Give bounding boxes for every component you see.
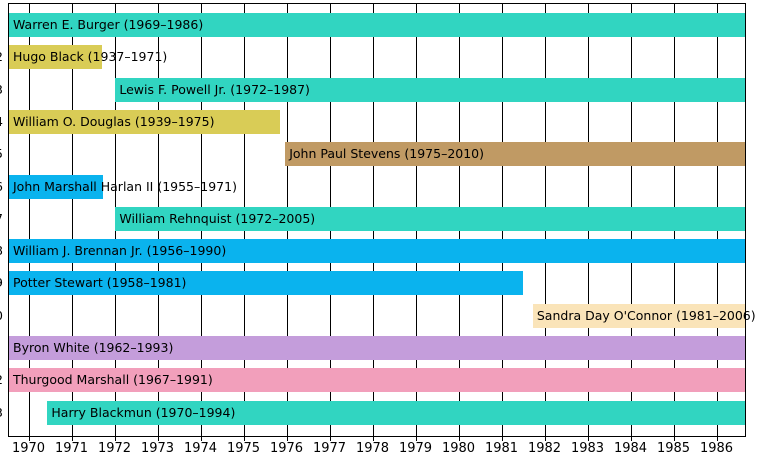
bar-label: Hugo Black (1937–1971) [13, 49, 168, 65]
x-tick-label: 1974 [183, 441, 218, 456]
x-tick-label: 1978 [355, 441, 390, 456]
x-tick [200, 437, 202, 441]
x-tick-label: 1970 [11, 441, 46, 456]
y-tick-label-fragment: 2 [0, 49, 4, 65]
x-tick-label: 1977 [312, 441, 347, 456]
year-gridline [71, 4, 73, 436]
bar-label: Warren E. Burger (1969–1986) [13, 17, 204, 32]
tenure-bar: John Paul Stevens (1975–2010) [285, 142, 745, 167]
y-tick-digit: 8 [0, 243, 3, 259]
y-tick-label-fragment: 7 [0, 211, 4, 227]
bar-label: William J. Brennan Jr. (1956–1990) [13, 243, 227, 259]
year-gridline [114, 4, 116, 436]
y-tick-digit: 0 [0, 308, 3, 324]
plot-area: Warren E. Burger (1969–1986) Hugo Black (… [8, 3, 756, 437]
y-tick-digit: 5 [0, 146, 3, 162]
bar-label: John Marshall Harlan II (1955–1971) [13, 178, 237, 194]
tenure-bar: William O. Douglas (1939–1975) [9, 109, 281, 134]
tenure-bar: Sandra Day O'Connor (1981–2006) [532, 303, 756, 328]
y-tick-digit: 4 [0, 114, 3, 130]
x-tick-label: 1983 [570, 441, 605, 456]
y-tick-label-fragment: 0 [0, 308, 4, 324]
x-tick-label: 1980 [441, 441, 476, 456]
x-tick [329, 437, 331, 441]
x-tick-label: 1986 [699, 441, 734, 456]
y-tick-digit: 3 [0, 82, 3, 98]
x-tick-label: 1975 [226, 441, 261, 456]
tenure-bar: Byron White (1962–1993) [9, 336, 745, 360]
x-tick [501, 437, 503, 441]
x-tick [587, 437, 589, 441]
bar-label: Byron White (1962–1993) [13, 340, 174, 355]
x-tick [286, 437, 288, 441]
x-tick [716, 437, 718, 441]
y-tick-digit: 2 [0, 49, 3, 65]
bar-label: William Rehnquist (1972–2005) [119, 210, 316, 226]
tenure-bar: John Marshall Harlan II (1955–1971) [9, 174, 237, 199]
y-tick-label-fragment: 9 [0, 275, 4, 291]
tenure-bar: William Rehnquist (1972–2005) [115, 206, 745, 231]
y-tick-digit: 3 [0, 405, 3, 421]
tenure-bar: Hugo Black (1937–1971) [9, 45, 167, 70]
x-tick-label: 1973 [140, 441, 175, 456]
y-tick-label-fragment: 3 [0, 405, 4, 421]
bar-label: Lewis F. Powell Jr. (1972–1987) [119, 81, 310, 97]
tenure-bar: Potter Stewart (1958–1981) [9, 271, 523, 296]
x-tick [673, 437, 675, 441]
x-tick-label: 1971 [54, 441, 89, 456]
x-tick-label: 1984 [613, 441, 648, 456]
x-tick-label: 1981 [484, 441, 519, 456]
x-tick [544, 437, 546, 441]
x-tick [71, 437, 73, 441]
bar-label: William O. Douglas (1939–1975) [13, 113, 215, 129]
x-tick-label: 1972 [97, 441, 132, 456]
y-tick-label-fragment: 3 [0, 82, 4, 98]
y-tick-label-fragment: 6 [0, 179, 4, 195]
y-tick-digit: 7 [0, 211, 3, 227]
y-tick-label-fragment: 2 [0, 372, 4, 388]
bar-label: John Paul Stevens (1975–2010) [289, 146, 485, 162]
bar-label: Potter Stewart (1958–1981) [13, 275, 187, 291]
x-tick [28, 437, 30, 441]
x-tick-label: 1982 [527, 441, 562, 456]
x-tick [157, 437, 159, 441]
bar-label: Harry Blackmun (1970–1994) [51, 404, 236, 420]
y-tick-digit: 6 [0, 179, 3, 195]
tenure-bar: Thurgood Marshall (1967–1991) [9, 368, 745, 393]
y-tick-label-fragment: 5 [0, 146, 4, 162]
x-tick [630, 437, 632, 441]
tenure-bar: Harry Blackmun (1970–1994) [47, 400, 745, 425]
tenure-bar: Lewis F. Powell Jr. (1972–1987) [115, 77, 745, 102]
x-tick [458, 437, 460, 441]
bar-label: Sandra Day O'Connor (1981–2006) [536, 307, 756, 323]
x-tick-label: 1976 [269, 441, 304, 456]
y-tick-label-fragment: 4 [0, 114, 4, 130]
bar-label: Thurgood Marshall (1967–1991) [13, 372, 213, 388]
x-tick-label: 1979 [398, 441, 433, 456]
year-gridline [28, 4, 30, 436]
tenure-bar: Warren E. Burger (1969–1986) [9, 13, 745, 37]
x-tick [114, 437, 116, 441]
x-tick [372, 437, 374, 441]
x-tick [415, 437, 417, 441]
y-tick-digit: 9 [0, 275, 3, 291]
tenure-bar: William J. Brennan Jr. (1956–1990) [9, 239, 745, 264]
y-tick-digit: 2 [0, 372, 3, 388]
x-tick [243, 437, 245, 441]
x-tick-label: 1985 [656, 441, 691, 456]
y-tick-label-fragment: 8 [0, 243, 4, 259]
